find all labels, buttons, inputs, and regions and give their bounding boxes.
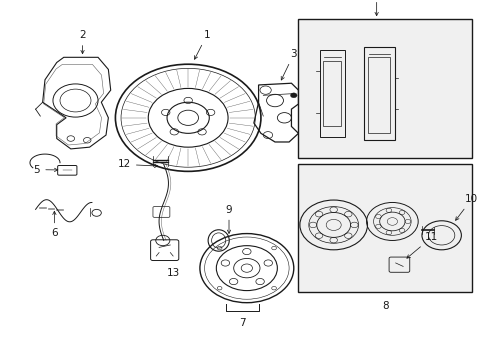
- Bar: [367, 57, 390, 133]
- Text: 13: 13: [167, 268, 180, 278]
- Text: 3: 3: [281, 49, 297, 80]
- Bar: [364, 47, 394, 140]
- Text: 6: 6: [51, 211, 58, 238]
- Bar: [323, 61, 341, 126]
- Text: 12: 12: [118, 159, 158, 170]
- Bar: [319, 50, 345, 137]
- Bar: [298, 165, 471, 292]
- Text: 8: 8: [381, 301, 388, 311]
- Text: 9: 9: [225, 204, 232, 233]
- Text: 10: 10: [455, 194, 477, 220]
- Text: 7: 7: [238, 318, 245, 328]
- Circle shape: [290, 93, 297, 98]
- Text: 2: 2: [79, 30, 86, 54]
- Bar: [298, 19, 471, 158]
- Text: 11: 11: [406, 232, 438, 258]
- Text: 4: 4: [372, 0, 379, 16]
- Text: 1: 1: [194, 30, 210, 59]
- Text: 5: 5: [34, 165, 58, 175]
